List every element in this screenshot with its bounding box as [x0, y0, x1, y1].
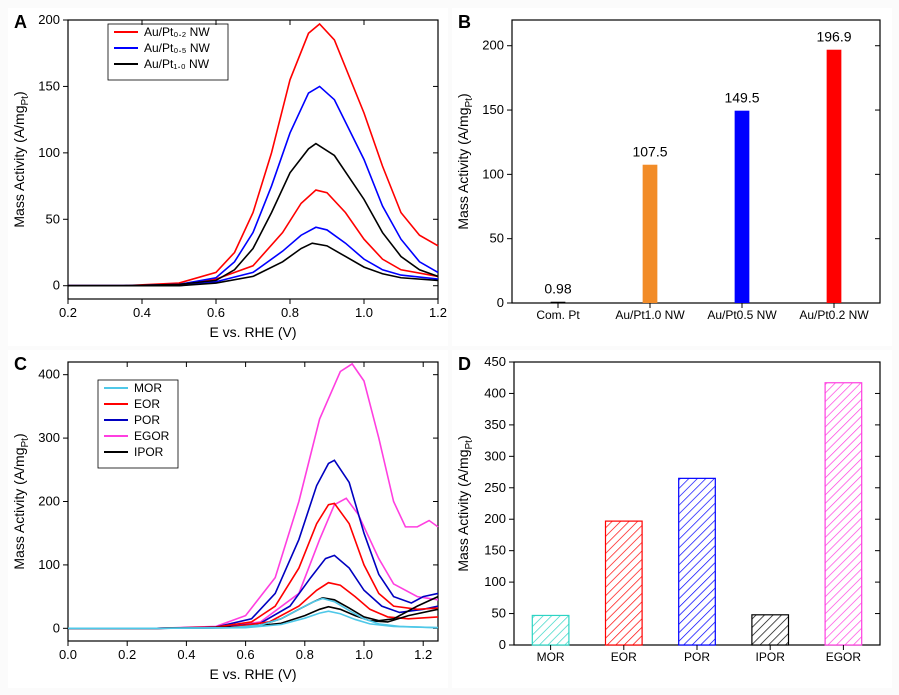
svg-text:300: 300 [484, 448, 506, 463]
svg-text:0.2: 0.2 [118, 647, 136, 662]
panel-c: C 0.0 0.2 0.4 0.6 0.8 1.0 1.2 0 100 200 300 400 E vs… [8, 350, 448, 688]
svg-text:Mass Activity (A/mgPt): Mass Activity (A/mgPt) [11, 433, 31, 569]
svg-text:EOR: EOR [134, 397, 160, 411]
svg-text:1.2: 1.2 [414, 647, 432, 662]
svg-text:350: 350 [484, 417, 506, 432]
panel-b-letter: B [458, 12, 471, 33]
svg-text:0: 0 [497, 295, 504, 310]
panel-a-letter: A [14, 12, 27, 33]
svg-text:EGOR: EGOR [826, 650, 862, 664]
svg-text:0.6: 0.6 [207, 305, 225, 320]
svg-text:50: 50 [492, 606, 506, 621]
panel-d: D 0 50 100 150 200 250 300 350 400 450 MOR EOR POR IP… [452, 350, 892, 688]
svg-text:POR: POR [134, 413, 160, 427]
svg-text:150: 150 [482, 102, 504, 117]
svg-text:100: 100 [482, 166, 504, 181]
svg-text:300: 300 [38, 430, 60, 445]
svg-text:100: 100 [38, 145, 60, 160]
chart-svg: 0 50 100 150 200 250 300 350 400 450 MOR EOR POR IPOR… [452, 350, 892, 685]
svg-text:Au/Pt₀.₂ NW: Au/Pt₀.₂ NW [144, 25, 210, 39]
svg-text:0.4: 0.4 [177, 647, 195, 662]
svg-text:450: 450 [484, 354, 506, 369]
svg-text:0: 0 [53, 620, 60, 635]
svg-text:E vs. RHE (V): E vs. RHE (V) [209, 666, 296, 682]
svg-text:400: 400 [484, 385, 506, 400]
svg-text:250: 250 [484, 480, 506, 495]
svg-text:MOR: MOR [537, 650, 565, 664]
svg-text:100: 100 [38, 557, 60, 572]
panel-a: A 0.2 0.4 0.6 0.8 1.0 1.2 0 50 100 150 200 E vs. RH… [8, 8, 448, 346]
svg-text:0.98: 0.98 [544, 281, 571, 297]
svg-text:Mass Activity (A/mgPt): Mass Activity (A/mgPt) [11, 91, 31, 227]
svg-text:EOR: EOR [611, 650, 637, 664]
svg-text:0: 0 [53, 278, 60, 293]
svg-text:POR: POR [684, 650, 710, 664]
svg-text:200: 200 [482, 38, 504, 53]
svg-text:0.4: 0.4 [133, 305, 151, 320]
svg-text:150: 150 [484, 543, 506, 558]
svg-text:Au/Pt0.5 NW: Au/Pt0.5 NW [707, 308, 777, 322]
svg-text:100: 100 [484, 574, 506, 589]
chart-svg: 0.0 0.2 0.4 0.6 0.8 1.0 1.2 0 100 200 300 400 E vs. … [8, 350, 448, 685]
svg-text:50: 50 [46, 211, 60, 226]
panel-d-letter: D [458, 354, 471, 375]
svg-text:Mass Activity (A/mgPt): Mass Activity (A/mgPt) [455, 435, 475, 571]
svg-text:E vs. RHE (V): E vs. RHE (V) [209, 324, 296, 340]
svg-text:Com. Pt: Com. Pt [536, 308, 580, 322]
svg-text:200: 200 [484, 511, 506, 526]
panel-b: B 0 50 100 150 200 Com. Pt 0.98 Au/Pt1.0 NW 107.… [452, 8, 892, 346]
svg-text:200: 200 [38, 494, 60, 509]
svg-text:EGOR: EGOR [134, 429, 170, 443]
svg-text:Au/Pt₀.₅ NW: Au/Pt₀.₅ NW [144, 41, 210, 55]
svg-text:Au/Pt1.0 NW: Au/Pt1.0 NW [615, 308, 685, 322]
chart-svg: 0 50 100 150 200 Com. Pt 0.98 Au/Pt1.0 NW 107.5 A… [452, 8, 892, 343]
svg-text:200: 200 [38, 12, 60, 27]
svg-text:Au/Pt0.2 NW: Au/Pt0.2 NW [799, 308, 869, 322]
svg-text:Mass Activity (A/mgPt): Mass Activity (A/mgPt) [455, 93, 475, 229]
svg-text:0.8: 0.8 [296, 647, 314, 662]
svg-text:0.2: 0.2 [59, 305, 77, 320]
chart-svg: 0.2 0.4 0.6 0.8 1.0 1.2 0 50 100 150 200 E vs. RHE … [8, 8, 448, 343]
svg-text:IPOR: IPOR [756, 650, 786, 664]
svg-text:0.6: 0.6 [237, 647, 255, 662]
svg-text:0.8: 0.8 [281, 305, 299, 320]
svg-text:1.0: 1.0 [355, 647, 373, 662]
svg-text:IPOR: IPOR [134, 445, 164, 459]
figure-grid: A 0.2 0.4 0.6 0.8 1.0 1.2 0 50 100 150 200 E vs. RH… [8, 8, 891, 687]
svg-text:150: 150 [38, 78, 60, 93]
svg-text:50: 50 [490, 231, 504, 246]
svg-text:0.0: 0.0 [59, 647, 77, 662]
svg-text:149.5: 149.5 [724, 90, 759, 106]
svg-text:107.5: 107.5 [632, 144, 667, 160]
panel-c-letter: C [14, 354, 27, 375]
svg-text:Au/Pt₁.₀ NW: Au/Pt₁.₀ NW [144, 57, 210, 71]
svg-text:1.0: 1.0 [355, 305, 373, 320]
svg-text:400: 400 [38, 367, 60, 382]
svg-text:1.2: 1.2 [429, 305, 447, 320]
svg-text:MOR: MOR [134, 381, 162, 395]
svg-text:0: 0 [499, 637, 506, 652]
svg-text:196.9: 196.9 [816, 29, 851, 45]
